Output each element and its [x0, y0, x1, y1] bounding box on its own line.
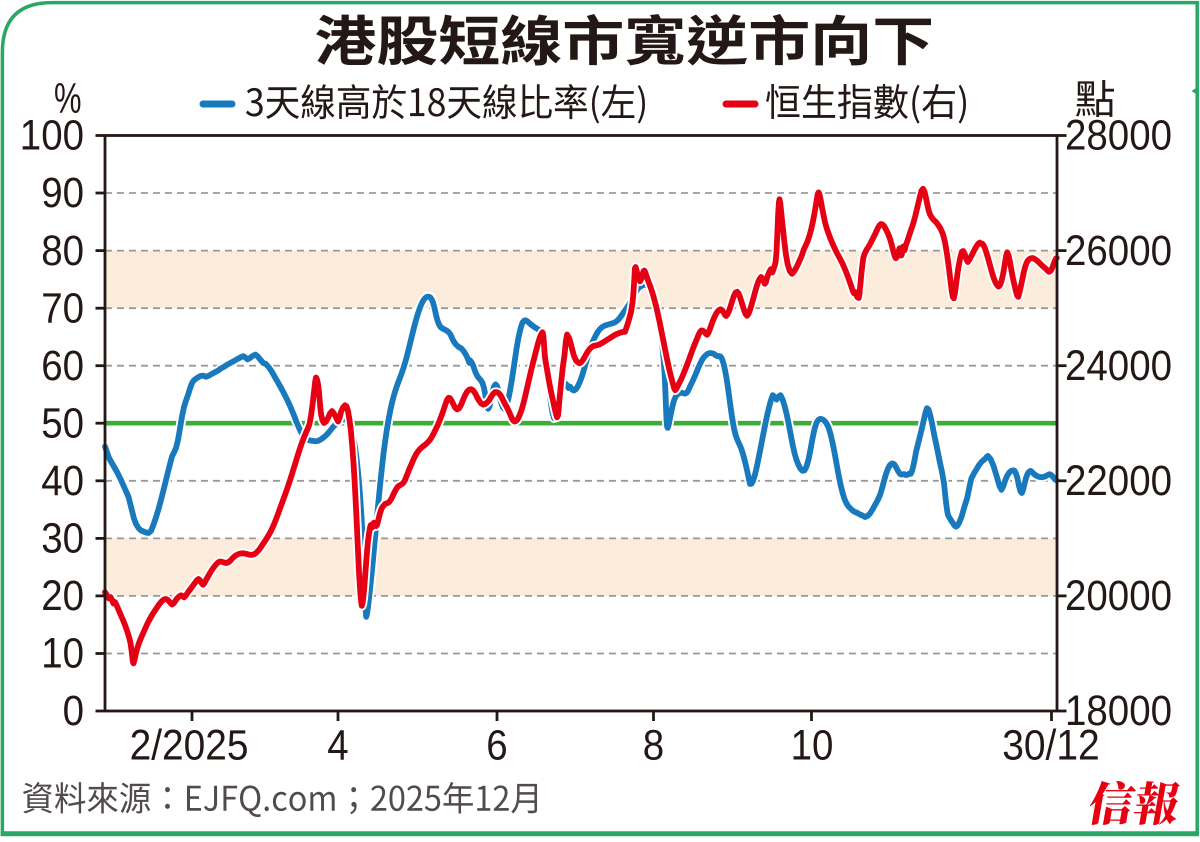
svg-text:100: 100 — [20, 113, 84, 160]
svg-text:22000: 22000 — [1065, 458, 1172, 505]
svg-text:8: 8 — [643, 723, 664, 770]
svg-text:70: 70 — [41, 285, 84, 332]
svg-text:4: 4 — [327, 723, 348, 770]
svg-text:80: 80 — [41, 228, 84, 275]
svg-text:60: 60 — [41, 343, 84, 390]
svg-text:28000: 28000 — [1065, 113, 1172, 160]
svg-text:40: 40 — [41, 458, 84, 505]
svg-text:20000: 20000 — [1065, 573, 1172, 620]
svg-text:30: 30 — [41, 516, 84, 563]
svg-text:%: % — [54, 76, 82, 123]
svg-text:90: 90 — [41, 170, 84, 217]
svg-text:10: 10 — [41, 631, 84, 678]
svg-text:0: 0 — [63, 688, 84, 735]
svg-text:6: 6 — [486, 723, 507, 770]
svg-text:18000: 18000 — [1065, 688, 1172, 735]
svg-text:24000: 24000 — [1065, 343, 1172, 390]
svg-text:2/2025: 2/2025 — [130, 723, 249, 770]
svg-text:20: 20 — [41, 573, 84, 620]
svg-text:26000: 26000 — [1065, 228, 1172, 275]
svg-text:10: 10 — [791, 723, 834, 770]
svg-text:50: 50 — [41, 400, 84, 447]
svg-text:30/12: 30/12 — [1002, 723, 1099, 770]
